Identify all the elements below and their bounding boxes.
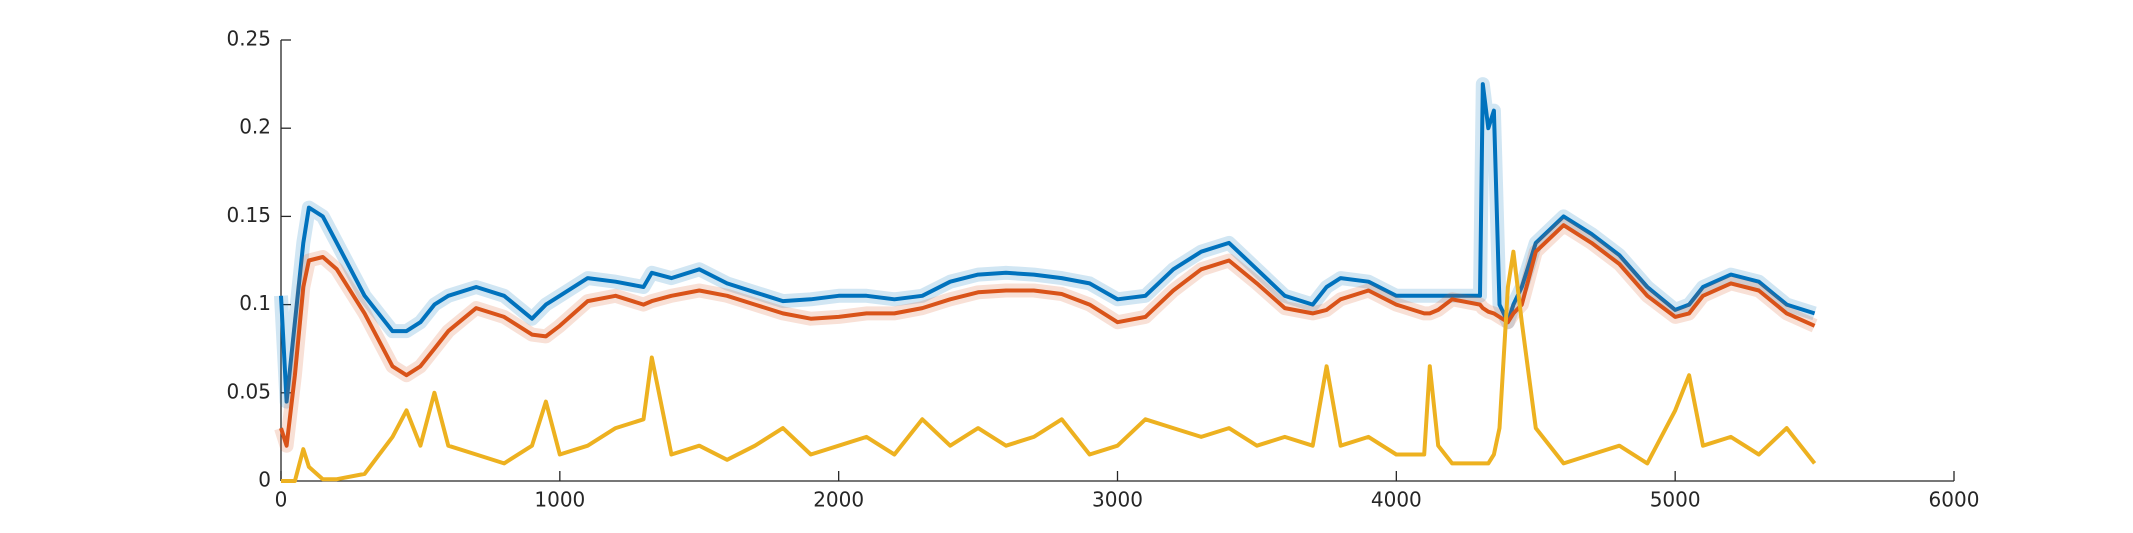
line	[279, 82, 1816, 404]
x-tick-label: 5000	[1650, 488, 1701, 512]
line	[281, 249, 1817, 483]
y-tick-label: 0.1	[239, 291, 271, 315]
y-tick-label: 0	[258, 468, 271, 492]
y-tick-label: 0.25	[226, 27, 271, 51]
y-tick-label: 0.15	[226, 203, 271, 227]
x-tick-label: 1000	[534, 488, 585, 512]
x-tick-label: 0	[275, 488, 288, 512]
y-tick-label: 0.05	[226, 379, 271, 403]
x-tick-label: 6000	[1929, 488, 1980, 512]
x-tick-label: 2000	[813, 488, 864, 512]
line	[279, 223, 1816, 448]
x-tick-label: 3000	[1092, 488, 1143, 512]
x-tick-label: 4000	[1371, 488, 1422, 512]
line-band	[274, 218, 1818, 453]
y-tick-label: 0.2	[239, 115, 271, 139]
